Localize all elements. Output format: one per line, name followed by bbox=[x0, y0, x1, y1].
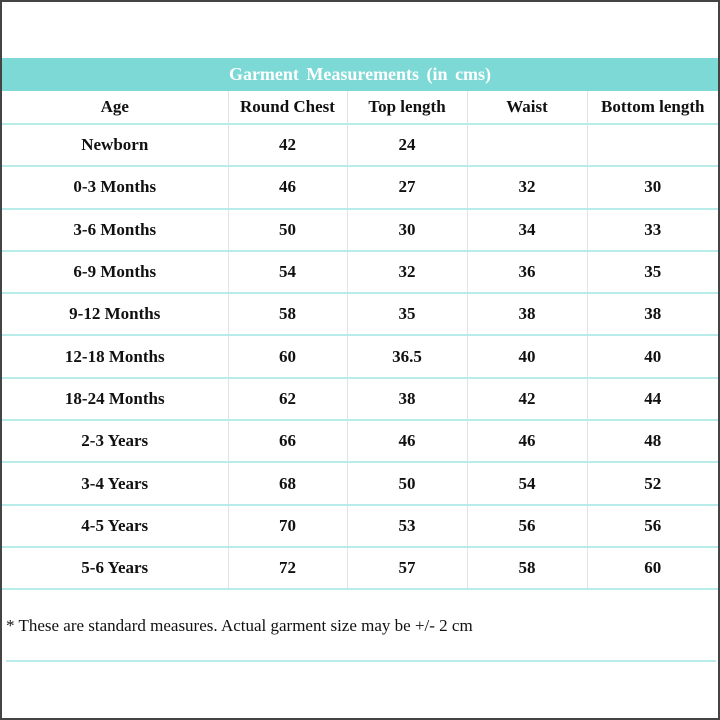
table-cell: 2-3 Years bbox=[2, 420, 228, 464]
table-cell: 35 bbox=[586, 250, 718, 295]
table-cell: 66 bbox=[227, 420, 347, 464]
table-row: 5-6 Years 72 57 58 60 bbox=[2, 546, 718, 591]
table-cell: 60 bbox=[227, 335, 347, 379]
table-cell: 40 bbox=[466, 335, 587, 379]
table-cell: 44 bbox=[586, 377, 718, 422]
table-cell: 27 bbox=[346, 166, 467, 210]
table-cell: 34 bbox=[466, 208, 587, 252]
table-cell: 42 bbox=[466, 377, 587, 422]
table-cell: 70 bbox=[227, 504, 347, 548]
table-row: 3-4 Years 68 50 54 52 bbox=[2, 462, 718, 506]
table-cell: 38 bbox=[586, 293, 718, 337]
table-cell: 72 bbox=[227, 546, 347, 591]
table-cell: 48 bbox=[586, 420, 718, 464]
table-cell: 6-9 Months bbox=[2, 250, 228, 295]
table-cell: 62 bbox=[227, 377, 347, 422]
footnote: * These are standard measures. Actual ga… bbox=[6, 590, 716, 662]
column-header: Age bbox=[2, 91, 228, 125]
table-row: 4-5 Years 70 53 56 56 bbox=[2, 504, 718, 548]
table-cell bbox=[586, 124, 718, 168]
table-cell: 53 bbox=[346, 504, 467, 548]
table-row: 2-3 Years 66 46 46 48 bbox=[2, 420, 718, 464]
table-row: Newborn 42 24 bbox=[2, 124, 718, 168]
table-cell: 42 bbox=[227, 124, 347, 168]
table-cell: 52 bbox=[586, 462, 718, 506]
table-cell: 50 bbox=[346, 462, 467, 506]
table-cell bbox=[466, 124, 587, 168]
table-cell: 30 bbox=[586, 166, 718, 210]
table-cell: 36.5 bbox=[346, 335, 467, 379]
table-cell: 9-12 Months bbox=[2, 293, 228, 337]
table-row: 6-9 Months 54 32 36 35 bbox=[2, 250, 718, 295]
table-row: 9-12 Months 58 35 38 38 bbox=[2, 293, 718, 337]
table-cell: 30 bbox=[346, 208, 467, 252]
table-row: 0-3 Months 46 27 32 30 bbox=[2, 166, 718, 210]
table-cell: 46 bbox=[346, 420, 467, 464]
table-cell: 36 bbox=[466, 250, 587, 295]
column-header: Bottom length bbox=[586, 91, 718, 125]
table-cell: 33 bbox=[586, 208, 718, 252]
table-cell: 50 bbox=[227, 208, 347, 252]
table-cell: 5-6 Years bbox=[2, 546, 228, 591]
table-cell: 46 bbox=[466, 420, 587, 464]
table-cell: 18-24 Months bbox=[2, 377, 228, 422]
column-header: Round Chest bbox=[227, 91, 347, 125]
table-row: 18-24 Months 62 38 42 44 bbox=[2, 377, 718, 422]
table-cell: 57 bbox=[346, 546, 467, 591]
table-cell: 12-18 Months bbox=[2, 335, 228, 379]
table-row: 3-6 Months 50 30 34 33 bbox=[2, 208, 718, 252]
table-cell: 38 bbox=[466, 293, 587, 337]
table-cell: 54 bbox=[466, 462, 587, 506]
column-header: Waist bbox=[466, 91, 587, 125]
table-cell: 32 bbox=[346, 250, 467, 295]
table-cell: 3-6 Months bbox=[2, 208, 228, 252]
table-cell: 58 bbox=[227, 293, 347, 337]
size-chart-table: Age Round Chest Top length Waist Bottom leng… bbox=[2, 91, 718, 591]
table-cell: 38 bbox=[346, 377, 467, 422]
table-cell: 24 bbox=[346, 124, 467, 168]
table-cell: 54 bbox=[227, 250, 347, 295]
table-cell: 0-3 Months bbox=[2, 166, 228, 210]
table-cell: 60 bbox=[586, 546, 718, 591]
table-cell: 40 bbox=[586, 335, 718, 379]
table-cell: 46 bbox=[227, 166, 347, 210]
table-cell: 56 bbox=[466, 504, 587, 548]
table-cell: 32 bbox=[466, 166, 587, 210]
table-cell: 4-5 Years bbox=[2, 504, 228, 548]
table-title: Garment Measurements (in cms) bbox=[2, 58, 718, 91]
table-cell: 56 bbox=[586, 504, 718, 548]
table-cell: 58 bbox=[466, 546, 587, 591]
table-cell: 35 bbox=[346, 293, 467, 337]
column-header: Top length bbox=[346, 91, 467, 125]
table-cell: Newborn bbox=[2, 124, 228, 168]
table-cell: 68 bbox=[227, 462, 347, 506]
table-row: 12-18 Months 60 36.5 40 40 bbox=[2, 335, 718, 379]
header-row: Age Round Chest Top length Waist Bottom leng… bbox=[2, 91, 718, 125]
table-cell: 3-4 Years bbox=[2, 462, 228, 506]
